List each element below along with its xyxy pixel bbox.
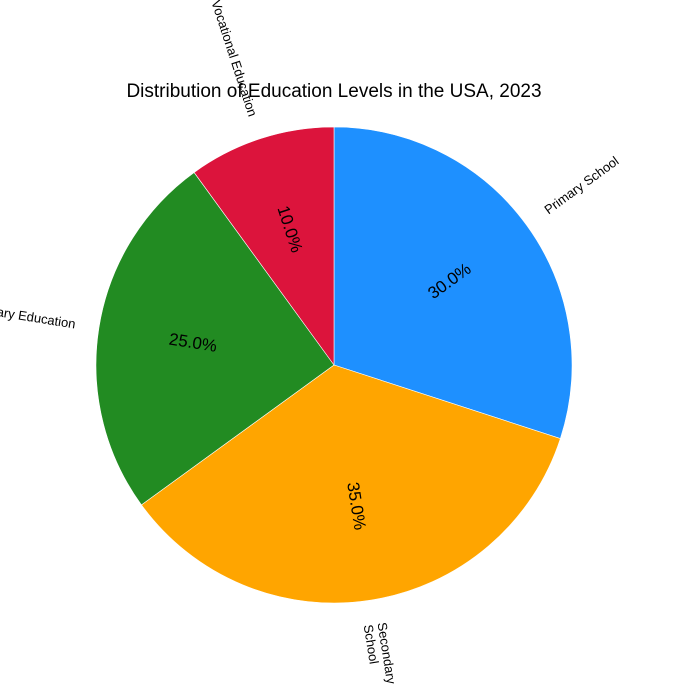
pie-slice-tertiary-education <box>95 172 335 506</box>
pie-slice-label-tertiary-education: Tertiary Education <box>0 300 77 331</box>
pie-slice-secondary-school <box>141 364 561 604</box>
chart-title: Distribution of Education Levels in the … <box>126 81 541 102</box>
pie-slice-label-secondary-school: SecondarySchool <box>361 621 399 687</box>
pie-slice-primary-school <box>333 126 573 439</box>
slices-layer <box>95 126 573 604</box>
pie-slice-label-primary-school: Primary School <box>541 153 621 217</box>
pie-slice-vocational-education <box>193 126 335 366</box>
